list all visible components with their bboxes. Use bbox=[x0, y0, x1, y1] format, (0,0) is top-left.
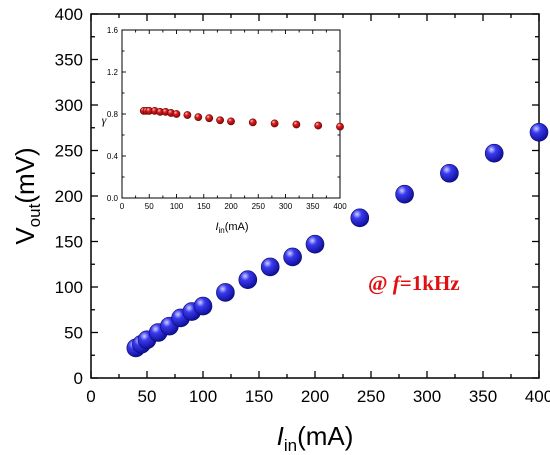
inset-data-point bbox=[227, 117, 235, 126]
inset-data-point bbox=[194, 113, 203, 122]
main-y-tick-label: 50 bbox=[64, 323, 83, 342]
main-x-axis-label: Iin(mA) bbox=[277, 421, 354, 455]
inset-x-tick-label: 150 bbox=[197, 202, 211, 211]
inset-x-tick-label: 200 bbox=[224, 202, 238, 211]
main-data-point bbox=[350, 208, 370, 228]
main-data-point bbox=[484, 143, 504, 163]
main-y-tick-label: 250 bbox=[55, 141, 83, 160]
main-data-point bbox=[283, 247, 302, 267]
main-ticks: 0 50 100 150 200 250 300 350 400 0 50 100 150 200 250 3… bbox=[55, 5, 550, 406]
inset-x-tick-label: 50 bbox=[145, 202, 154, 211]
main-data-point bbox=[440, 163, 459, 183]
inset-ticks: 0 50 100 150 200 250 300 350 400 0.0 0.4 0.8 1.2 1.6 bbox=[107, 26, 347, 211]
inset-x-tick-label: 250 bbox=[252, 202, 266, 211]
main-y-tick-label: 0 bbox=[74, 369, 83, 388]
inset-x-tick-label: 300 bbox=[279, 202, 293, 211]
main-y-tick-label: 150 bbox=[55, 232, 83, 251]
main-data-point bbox=[305, 234, 325, 254]
inset-x-tick-label: 100 bbox=[170, 202, 184, 211]
inset-data-point bbox=[248, 118, 257, 127]
main-data-point bbox=[529, 123, 549, 142]
main-data-point bbox=[395, 184, 414, 204]
inset-x-axis-label: Iin(mA) bbox=[215, 221, 248, 235]
inset-data-point bbox=[205, 114, 214, 123]
main-y-axis-label: Vout(mV) bbox=[10, 147, 44, 244]
inset-series bbox=[139, 106, 344, 131]
main-data-point bbox=[193, 296, 213, 316]
main-x-tick-label: 350 bbox=[469, 387, 497, 406]
main-y-tick-label: 400 bbox=[55, 5, 83, 24]
inset-data-point bbox=[292, 120, 301, 129]
inset-data-point bbox=[270, 119, 279, 128]
inset-x-tick-label: 350 bbox=[306, 202, 320, 211]
main-x-tick-label: 100 bbox=[189, 387, 217, 406]
main-y-tick-label: 200 bbox=[55, 187, 83, 206]
inset-y-tick-label: 1.6 bbox=[107, 26, 119, 35]
inset-y-axis-label: γ bbox=[102, 113, 107, 127]
main-series bbox=[126, 123, 549, 358]
frequency-annotation: @ f=1kHz bbox=[368, 271, 460, 295]
inset-data-point bbox=[172, 110, 181, 118]
main-data-point bbox=[260, 257, 280, 277]
inset-data-point bbox=[216, 116, 224, 125]
inset-data-point bbox=[314, 121, 323, 130]
main-data-point bbox=[216, 283, 235, 302]
main-x-tick-label: 200 bbox=[301, 387, 329, 406]
inset-y-tick-label: 1.2 bbox=[107, 68, 119, 77]
main-data-point bbox=[238, 270, 258, 290]
inset-data-point bbox=[336, 122, 344, 131]
main-y-tick-label: 350 bbox=[55, 50, 83, 69]
main-y-tick-label: 300 bbox=[55, 96, 83, 115]
main-x-tick-label: 50 bbox=[138, 387, 157, 406]
main-x-tick-label: 0 bbox=[86, 387, 95, 406]
inset-x-tick-label: 400 bbox=[333, 202, 347, 211]
inset-y-tick-label: 0.8 bbox=[107, 110, 119, 119]
inset-data-point bbox=[183, 111, 192, 119]
main-y-tick-label: 100 bbox=[55, 278, 83, 297]
inset-y-tick-label: 0.4 bbox=[107, 152, 119, 161]
main-x-tick-label: 400 bbox=[525, 387, 550, 406]
main-x-tick-label: 300 bbox=[413, 387, 441, 406]
main-x-tick-label: 250 bbox=[357, 387, 385, 406]
inset-y-tick-label: 0.0 bbox=[107, 194, 119, 203]
main-x-tick-label: 150 bbox=[245, 387, 273, 406]
inset-x-tick-label: 0 bbox=[120, 202, 125, 211]
